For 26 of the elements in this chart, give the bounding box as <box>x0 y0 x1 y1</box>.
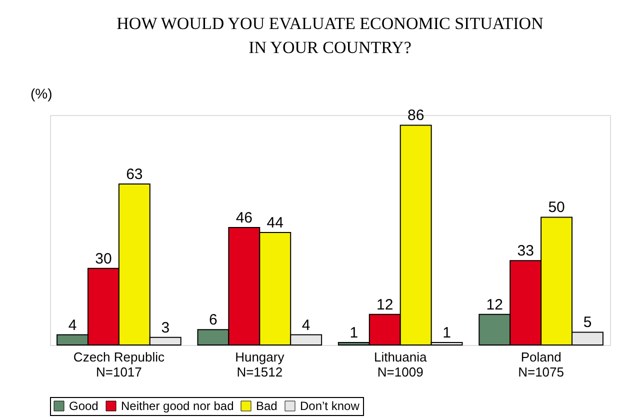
data-label: 4 <box>302 316 310 334</box>
data-label: 4 <box>68 316 77 334</box>
y-axis-title: (%) <box>30 86 52 102</box>
data-label: 50 <box>548 199 565 216</box>
data-label: 44 <box>266 214 284 232</box>
x-tick-label: Poland N=1075 <box>518 350 564 380</box>
data-label: 12 <box>376 296 394 314</box>
x-tick-label: Lithuania N=1009 <box>374 350 428 380</box>
data-label: 1 <box>350 324 358 342</box>
legend-label: Bad <box>256 399 278 413</box>
x-tick-label: Hungary N=1512 <box>235 350 285 380</box>
data-label: 33 <box>517 242 534 260</box>
x-tick-label: Czech Republic N=1017 <box>73 350 165 380</box>
data-label: 6 <box>209 312 218 329</box>
data-label: 12 <box>486 296 503 314</box>
legend-label: Don’t know <box>300 399 360 413</box>
data-label: 30 <box>95 250 112 268</box>
legend-label: Good <box>69 399 98 413</box>
data-label: 3 <box>161 319 170 336</box>
data-label: 46 <box>236 209 253 226</box>
legend-label: Neither good nor bad <box>121 399 234 413</box>
data-label: 86 <box>407 107 424 124</box>
data-label: 1 <box>442 324 451 342</box>
data-label: 63 <box>126 166 143 183</box>
chart-title: HOW WOULD YOU EVALUATE ECONOMIC SITUATION IN YOUR COUNTRY? <box>116 14 544 57</box>
data-label: 5 <box>583 314 592 332</box>
